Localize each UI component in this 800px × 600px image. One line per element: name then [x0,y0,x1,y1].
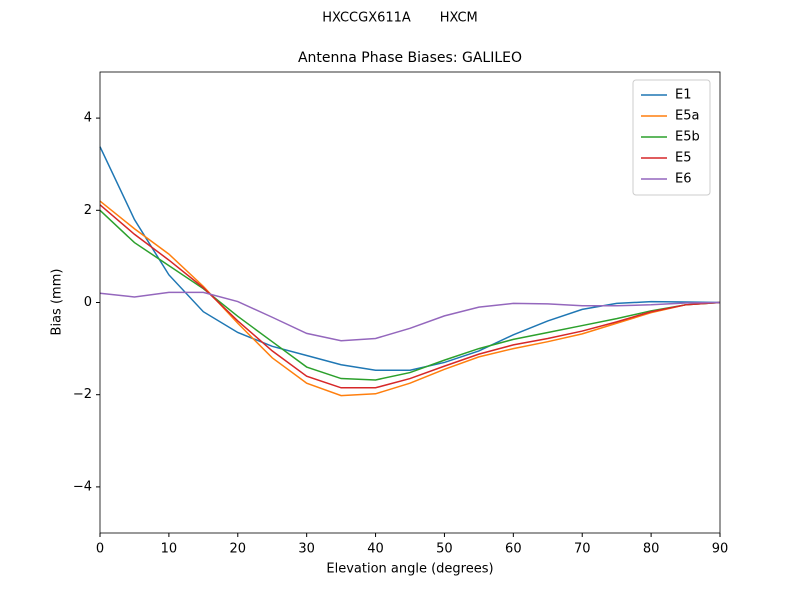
x-tick-label: 0 [96,542,104,557]
legend-label: E5a [675,109,699,124]
x-tick-label: 70 [574,542,591,557]
y-tick-label: −2 [73,387,92,402]
y-tick-label: 0 [84,295,92,310]
y-tick-label: 4 [84,111,92,126]
suptitle: HXCCGX611A HXCM [322,11,478,26]
data-line [99,200,721,397]
x-tick-label: 10 [161,542,178,557]
legend-box [632,79,711,196]
data-line [99,146,721,372]
plot-frame [99,71,721,534]
chart-title: Antenna Phase Biases: GALILEO [298,50,522,66]
y-tick-label: −4 [73,479,92,494]
legend-label: E1 [675,88,692,103]
legend-label: E5 [675,151,692,166]
x-tick-label: 80 [643,542,660,557]
x-tick-label: 50 [436,542,453,557]
x-tick-label: 40 [367,542,384,557]
data-line [99,291,721,342]
legend: E1 E5a E5b E5 E6 [632,79,711,196]
y-axis-label: Bias (mm) [50,269,65,336]
x-tick-label: 90 [712,542,729,557]
x-axis-label: Elevation angle (degrees) [326,562,493,577]
x-tick-label: 60 [505,542,522,557]
data-line [99,204,721,389]
x-tick-label: 20 [230,542,247,557]
x-tick-label: 30 [298,542,315,557]
legend-label: E6 [675,172,692,187]
legend-label: E5b [675,130,700,145]
y-tick-label: 2 [84,203,92,218]
